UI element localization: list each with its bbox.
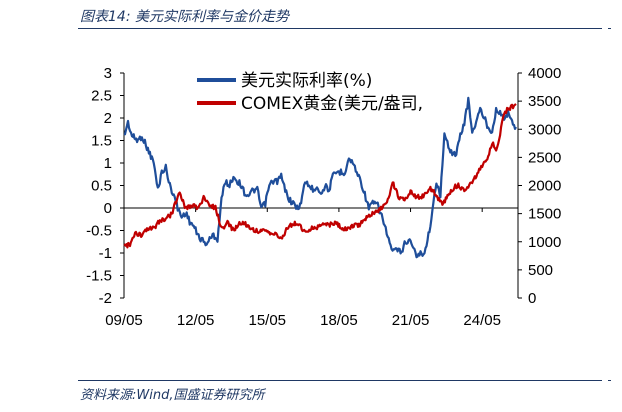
left-tick-label: 2.5 xyxy=(91,88,112,105)
tick-labels: 3 2.5 2 1.5 1 0.5 0 -0.5 -1 -1.5 -2 4000 3500 3000 250… xyxy=(86,65,561,329)
left-tick-label: 1 xyxy=(104,155,112,172)
left-tick-label: 0 xyxy=(104,200,112,217)
legend-label: 美元实际利率(%) xyxy=(241,71,372,91)
right-tick-label: 2000 xyxy=(528,178,561,195)
left-tick-label: -1 xyxy=(99,245,112,262)
right-tick-label: 2500 xyxy=(528,149,561,166)
x-tick-label: 24/05 xyxy=(463,312,501,329)
x-tick-label: 09/05 xyxy=(105,312,143,329)
right-tick-label: 3000 xyxy=(528,121,561,138)
left-tick-label: 1.5 xyxy=(91,133,112,150)
series-line-gold xyxy=(123,103,517,249)
top-rule xyxy=(78,28,602,29)
left-tick-label: -1.5 xyxy=(86,268,112,285)
left-tick-label: 2 xyxy=(104,110,112,127)
right-tick-label: 3500 xyxy=(528,93,561,110)
left-tick-label: 0.5 xyxy=(91,178,112,195)
x-tick-label: 15/05 xyxy=(248,312,286,329)
edge-rule-top xyxy=(608,28,611,29)
right-tick-label: 500 xyxy=(528,262,553,279)
x-tick-label: 12/05 xyxy=(177,312,215,329)
figure-title: 图表14: 美元实际利率与金价走势 xyxy=(80,9,289,25)
x-tick-label: 21/05 xyxy=(392,312,430,329)
left-tick-label: -2 xyxy=(99,290,112,307)
right-tick-label: 1000 xyxy=(528,234,561,251)
series-lines xyxy=(123,96,517,259)
left-tick-label: -0.5 xyxy=(86,223,112,240)
x-tick-label: 18/05 xyxy=(320,312,358,329)
series-line-real-rate xyxy=(123,96,517,259)
legend-label: COMEX黄金(美元/盎司, xyxy=(241,94,423,114)
right-tick-label: 0 xyxy=(528,290,536,307)
right-tick-label: 1500 xyxy=(528,206,561,223)
right-tick-label: 4000 xyxy=(528,65,561,82)
figure-source: 资料来源:Wind,国盛证券研究所 xyxy=(80,388,265,403)
bottom-rule xyxy=(78,380,602,381)
edge-rule-bottom xyxy=(608,380,611,381)
legend: 美元实际利率(%) COMEX黄金(美元/盎司, xyxy=(197,71,423,114)
left-tick-label: 3 xyxy=(104,65,112,82)
